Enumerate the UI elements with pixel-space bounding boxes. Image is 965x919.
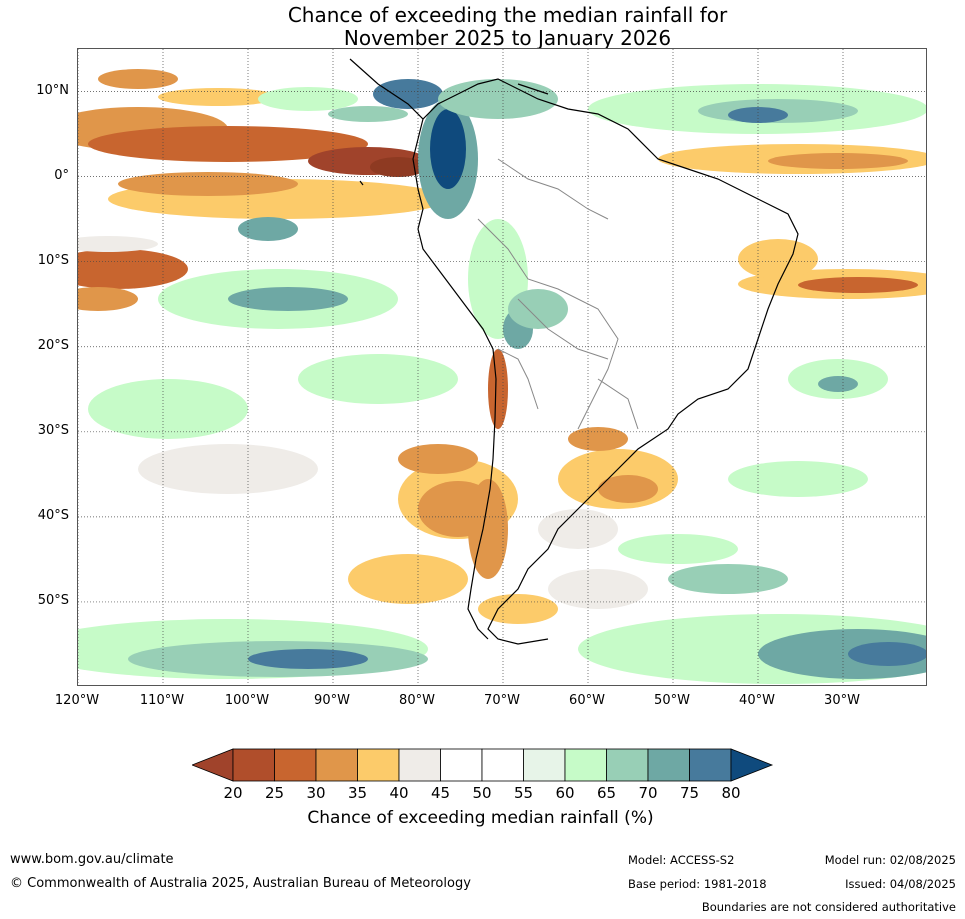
latitude-label: 40°S bbox=[37, 507, 69, 523]
title-line-1: Chance of exceeding the median rainfall … bbox=[287, 3, 728, 27]
colorbar-tick-label: 35 bbox=[347, 784, 368, 802]
longitude-label: 50°W bbox=[654, 693, 690, 708]
map-title: Chance of exceeding the median rainfall … bbox=[0, 4, 965, 50]
longitude-label: 120°W bbox=[54, 693, 100, 708]
issued-date: Issued: 04/08/2025 bbox=[845, 877, 956, 891]
colorbar-segment bbox=[523, 748, 566, 782]
colorbar-over-arrow bbox=[730, 748, 774, 782]
website-link[interactable]: www.bom.gov.au/climate bbox=[10, 852, 174, 867]
rainfall-map-canvas bbox=[78, 49, 926, 685]
longitude-label: 80°W bbox=[399, 693, 435, 708]
graticule bbox=[78, 49, 926, 685]
longitude-label: 70°W bbox=[484, 693, 520, 708]
colorbar-segment bbox=[481, 748, 524, 782]
colorbar-tick-label: 40 bbox=[389, 784, 409, 802]
latitude-label: 50°S bbox=[37, 592, 69, 608]
colorbar-segment bbox=[440, 748, 483, 782]
colorbar-segment bbox=[274, 748, 317, 782]
colorbar-under-arrow bbox=[192, 748, 234, 782]
model-name: Model: ACCESS-S2 bbox=[628, 853, 735, 867]
colorbar-segment bbox=[357, 748, 400, 782]
colorbar-tick-label: 50 bbox=[472, 784, 492, 802]
colorbar-segment bbox=[689, 748, 732, 782]
longitude-label: 40°W bbox=[739, 693, 775, 708]
copyright-text: © Commonwealth of Australia 2025, Austra… bbox=[10, 876, 471, 891]
colorbar-segment bbox=[232, 748, 275, 782]
colorbar-segment bbox=[647, 748, 690, 782]
disclaimer-text: Boundaries are not considered authoritat… bbox=[701, 900, 956, 914]
colorbar-label: Chance of exceeding median rainfall (%) bbox=[307, 808, 654, 828]
model-run-date: Model run: 02/08/2025 bbox=[824, 853, 956, 867]
colorbar-tick-label: 30 bbox=[306, 784, 326, 802]
longitude-label: 100°W bbox=[224, 693, 270, 708]
longitude-label: 110°W bbox=[139, 693, 185, 708]
title-line-2: November 2025 to January 2026 bbox=[343, 26, 672, 50]
colorbar-tick-label: 20 bbox=[223, 784, 243, 802]
colorbar-tick-label: 80 bbox=[721, 784, 741, 802]
latitude-label: 10°N bbox=[36, 82, 69, 98]
colorbar-tick-label: 70 bbox=[638, 784, 658, 802]
colorbar-segment bbox=[564, 748, 607, 782]
colorbar-tick-label: 75 bbox=[679, 784, 700, 802]
colorbar-tick-label: 55 bbox=[513, 784, 534, 802]
colorbar-tick-label: 65 bbox=[596, 784, 617, 802]
rainfall-map bbox=[77, 48, 927, 686]
country-borders bbox=[477, 158, 639, 430]
coastline bbox=[349, 58, 799, 645]
latitude-label: 20°S bbox=[37, 337, 69, 353]
colorbar-segment bbox=[315, 748, 358, 782]
latitude-label: 30°S bbox=[37, 422, 69, 438]
colorbar bbox=[192, 748, 774, 782]
latitude-label: 10°S bbox=[37, 252, 69, 268]
colorbar-segment bbox=[398, 748, 441, 782]
longitude-label: 60°W bbox=[569, 693, 605, 708]
base-period: Base period: 1981-2018 bbox=[628, 877, 767, 891]
colorbar-tick-label: 45 bbox=[430, 784, 451, 802]
colorbar-tick-label: 25 bbox=[264, 784, 285, 802]
latitude-label: 0° bbox=[54, 167, 69, 183]
longitude-label: 90°W bbox=[314, 693, 350, 708]
longitude-label: 30°W bbox=[824, 693, 860, 708]
colorbar-tick-label: 60 bbox=[555, 784, 575, 802]
colorbar-segment bbox=[606, 748, 649, 782]
